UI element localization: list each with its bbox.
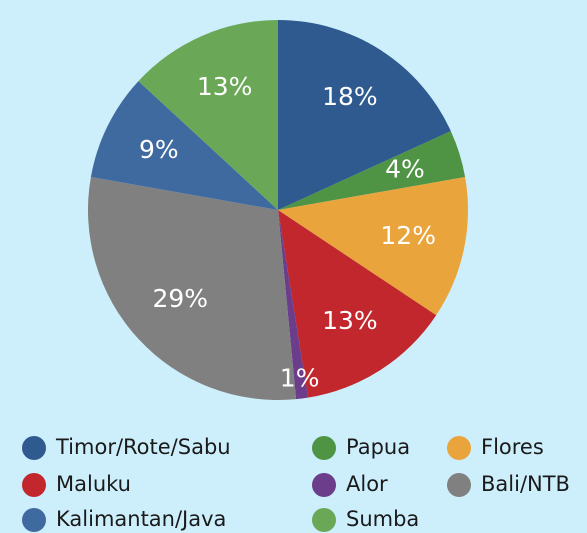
legend-swatch bbox=[312, 508, 336, 532]
legend-swatch bbox=[22, 508, 46, 532]
legend-swatch bbox=[312, 436, 336, 460]
legend-label: Kalimantan/Java bbox=[56, 507, 226, 531]
pie-slice bbox=[278, 131, 466, 210]
pie-slice bbox=[90, 81, 278, 210]
legend-label: Bali/NTB bbox=[481, 472, 570, 496]
pie-slice bbox=[138, 19, 278, 210]
legend-swatch bbox=[447, 436, 471, 460]
slice-label: 9% bbox=[139, 135, 179, 164]
legend-label: Maluku bbox=[56, 472, 131, 496]
slice-label: 4% bbox=[385, 155, 425, 184]
pie-slice bbox=[278, 210, 309, 400]
legend-label: Papua bbox=[346, 435, 410, 459]
slice-label: 12% bbox=[380, 221, 436, 250]
slice-label: 29% bbox=[153, 284, 209, 313]
legend-swatch bbox=[447, 473, 471, 497]
legend-label: Sumba bbox=[346, 507, 419, 531]
legend-swatch bbox=[312, 473, 336, 497]
legend-label: Flores bbox=[481, 435, 544, 459]
slice-label: 18% bbox=[322, 82, 378, 111]
pie-slice bbox=[278, 177, 468, 316]
legend-swatch bbox=[22, 436, 46, 460]
slice-label: 13% bbox=[197, 72, 253, 101]
pie-slice bbox=[88, 177, 297, 401]
slice-label: 1% bbox=[280, 364, 320, 393]
slice-label: 13% bbox=[322, 306, 378, 335]
pie-slice bbox=[278, 210, 437, 398]
pie-slice bbox=[278, 20, 451, 210]
legend-label: Alor bbox=[346, 472, 388, 496]
legend-label: Timor/Rote/Sabu bbox=[55, 435, 231, 459]
legend-swatch bbox=[22, 473, 46, 497]
